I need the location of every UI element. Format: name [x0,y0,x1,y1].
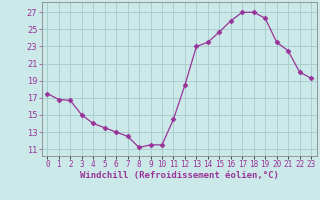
X-axis label: Windchill (Refroidissement éolien,°C): Windchill (Refroidissement éolien,°C) [80,171,279,180]
